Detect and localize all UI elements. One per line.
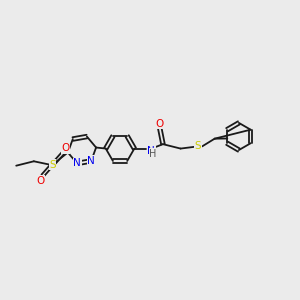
Text: O: O bbox=[155, 119, 164, 129]
Text: S: S bbox=[49, 160, 56, 170]
Text: O: O bbox=[37, 176, 45, 186]
Text: N: N bbox=[87, 156, 95, 166]
Text: N: N bbox=[148, 146, 155, 156]
Text: H: H bbox=[149, 148, 157, 159]
Text: N: N bbox=[73, 158, 81, 168]
Text: O: O bbox=[61, 143, 70, 154]
Text: S: S bbox=[195, 141, 202, 152]
